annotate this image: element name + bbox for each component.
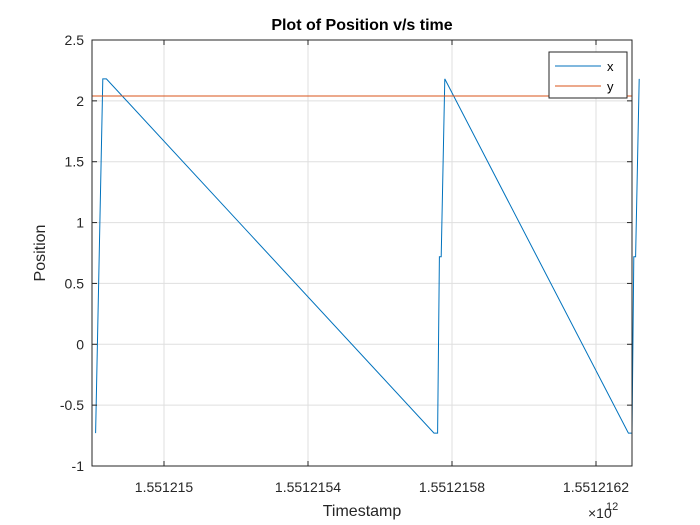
y-tick-label: 2 xyxy=(76,93,84,109)
axis-tick-labels: 1.551215 1.5512154 1.5512158 1.5512162 -1 -0.… xyxy=(60,32,629,495)
y-tick-label: 1.5 xyxy=(65,154,85,170)
series-line-x xyxy=(95,78,640,434)
legend-box xyxy=(548,51,628,99)
axis-ticks xyxy=(92,39,632,467)
x-axis-exponent: ×10 12 xyxy=(588,501,618,521)
y-axis-label: Position xyxy=(32,225,49,282)
y-tick-label: -0.5 xyxy=(60,397,84,413)
y-tick-label: 1 xyxy=(76,215,84,231)
x-axis-label: Timestamp xyxy=(323,503,402,520)
x-tick-label: 1.5512158 xyxy=(419,479,485,495)
series-layer xyxy=(92,78,640,434)
grid-lines xyxy=(92,39,632,467)
y-tick-label: -1 xyxy=(72,458,85,474)
x-exponent-power: 12 xyxy=(606,501,618,513)
legend-label-x: x xyxy=(607,59,614,74)
x-exponent-base: ×10 xyxy=(588,505,612,521)
y-tick-label: 2.5 xyxy=(65,32,85,48)
plot-area-frame xyxy=(91,39,633,467)
x-tick-label: 1.551215 xyxy=(135,479,194,495)
legend-label-y: y xyxy=(607,79,614,94)
chart-title: Plot of Position v/s time xyxy=(271,17,452,34)
y-tick-label: 0 xyxy=(76,336,84,352)
legend: xy xyxy=(548,51,628,99)
x-tick-label: 1.5512162 xyxy=(563,479,629,495)
y-tick-label: 0.5 xyxy=(65,275,85,291)
x-tick-label: 1.5512154 xyxy=(275,479,341,495)
